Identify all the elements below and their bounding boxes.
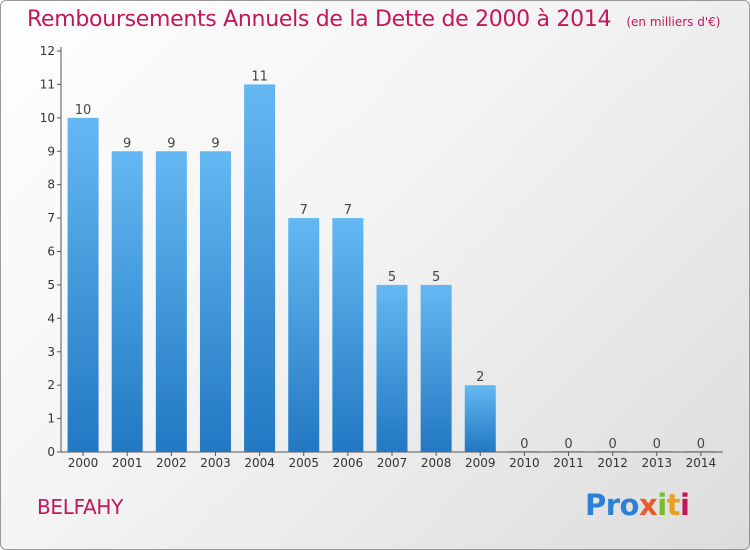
logo-part: x (638, 488, 658, 522)
x-tick-label: 2000 (68, 456, 99, 470)
y-tick-label: 1 (47, 412, 55, 426)
bar (67, 117, 99, 452)
bar-value-label: 0 (609, 437, 617, 452)
x-tick-label: 2001 (112, 456, 143, 470)
bar-value-label: 5 (432, 270, 440, 285)
y-tick-label: 3 (47, 345, 55, 359)
x-tick-label: 2002 (156, 456, 187, 470)
bar (111, 151, 143, 452)
logo-part: i (680, 488, 690, 522)
bar-value-label: 9 (211, 136, 219, 151)
x-tick-label: 2004 (244, 456, 275, 470)
bar-value-label: 5 (388, 270, 396, 285)
y-tick-label: 6 (47, 245, 55, 259)
y-tick-label: 9 (47, 144, 55, 158)
y-tick-label: 5 (47, 278, 55, 292)
logo-part: i (657, 488, 667, 522)
proxiti-logo: Proxiti (585, 488, 690, 522)
logo-part: t (666, 488, 681, 522)
bar (288, 218, 320, 452)
x-tick-label: 2010 (509, 456, 540, 470)
bar-value-label: 0 (520, 437, 528, 452)
bar-value-label: 0 (564, 437, 572, 452)
x-tick-label: 2013 (642, 456, 673, 470)
bar-value-label: 9 (123, 136, 131, 151)
bar (155, 151, 187, 452)
y-tick-label: 8 (47, 178, 55, 192)
bar (464, 385, 496, 452)
commune-name: BELFAHY (37, 495, 124, 519)
bar (376, 284, 408, 452)
y-tick-label: 7 (47, 211, 55, 225)
logo-part: Pro (585, 488, 639, 522)
bar-value-label: 10 (75, 103, 92, 118)
x-tick-label: 2014 (686, 456, 717, 470)
x-tick-label: 2003 (200, 456, 231, 470)
y-tick-label: 12 (40, 44, 55, 58)
x-tick-label: 2011 (553, 456, 584, 470)
x-tick-label: 2008 (421, 456, 452, 470)
y-tick-label: 0 (47, 445, 55, 459)
x-tick-label: 2006 (333, 456, 364, 470)
x-tick-label: 2005 (288, 456, 319, 470)
bar-value-label: 7 (300, 203, 308, 218)
y-tick-label: 2 (47, 378, 55, 392)
x-tick-label: 2007 (377, 456, 408, 470)
bar (332, 218, 364, 452)
y-tick-label: 11 (40, 77, 55, 91)
chart-unit: (en milliers d'€) (626, 15, 721, 29)
bar-value-label: 7 (344, 203, 352, 218)
bar-value-label: 0 (653, 437, 661, 452)
bar-value-label: 11 (251, 69, 268, 84)
x-tick-label: 2009 (465, 456, 496, 470)
chart-title: Remboursements Annuels de la Dette de 20… (27, 7, 612, 32)
bar-value-label: 9 (167, 136, 175, 151)
bar (420, 284, 452, 452)
x-tick-label: 2012 (597, 456, 628, 470)
bar-value-label: 0 (697, 437, 705, 452)
chart-title-block: Remboursements Annuels de la Dette de 20… (27, 7, 720, 32)
y-tick-label: 10 (40, 111, 55, 125)
bar-value-label: 2 (476, 370, 484, 385)
bar (244, 84, 276, 453)
y-tick-label: 4 (47, 311, 55, 325)
bar (199, 151, 231, 452)
